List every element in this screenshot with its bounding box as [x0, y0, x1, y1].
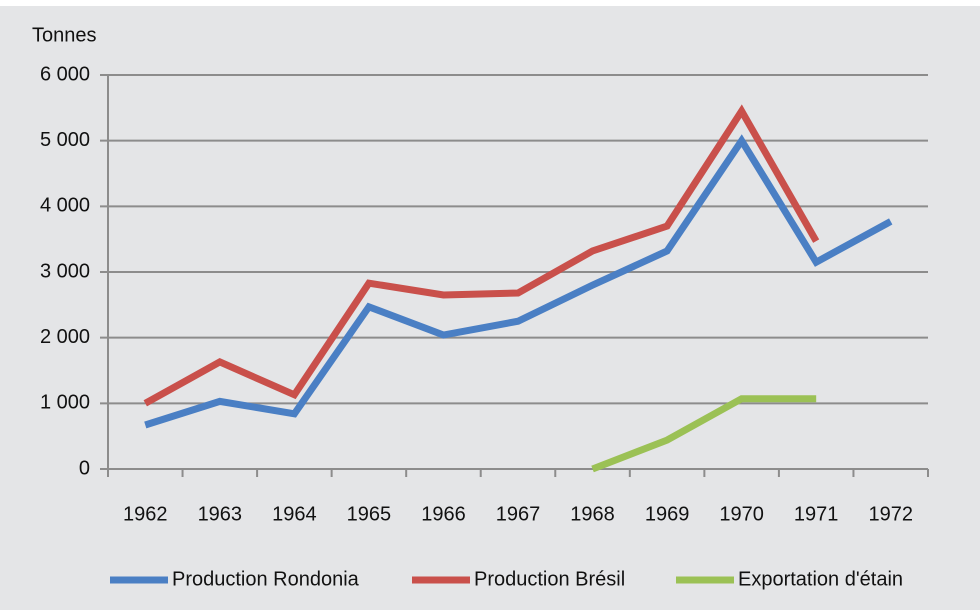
y-tick-label: 3 000	[40, 260, 90, 282]
series-line	[144, 134, 893, 429]
y-tick-label: 1 000	[40, 392, 90, 414]
x-tick-label: 1970	[719, 503, 764, 525]
series-line	[591, 395, 817, 473]
y-tick-label: 2 000	[40, 326, 90, 348]
x-tick-label: 1966	[421, 503, 466, 525]
y-tick-label: 6 000	[40, 63, 90, 85]
y-tick-label: 5 000	[40, 129, 90, 151]
legend-label: Exportation d'étain	[738, 568, 903, 590]
legend-label: Production Brésil	[474, 568, 625, 590]
x-tick-label: 1971	[794, 503, 839, 525]
series-line	[143, 104, 820, 407]
legend-label: Production Rondonia	[172, 568, 360, 590]
x-tick-label: 1968	[570, 503, 615, 525]
x-tick-label: 1967	[496, 503, 541, 525]
y-tick-label: 4 000	[40, 195, 90, 217]
x-tick-label: 1972	[868, 503, 913, 525]
x-tick-label: 1962	[123, 503, 168, 525]
y-tick-label: 0	[79, 457, 90, 479]
x-tick-label: 1969	[645, 503, 690, 525]
y-axis-label: Tonnes	[32, 24, 97, 46]
x-tick-label: 1965	[347, 503, 392, 525]
background	[0, 6, 980, 610]
x-tick-label: 1963	[198, 503, 243, 525]
x-tick-label: 1964	[272, 503, 317, 525]
